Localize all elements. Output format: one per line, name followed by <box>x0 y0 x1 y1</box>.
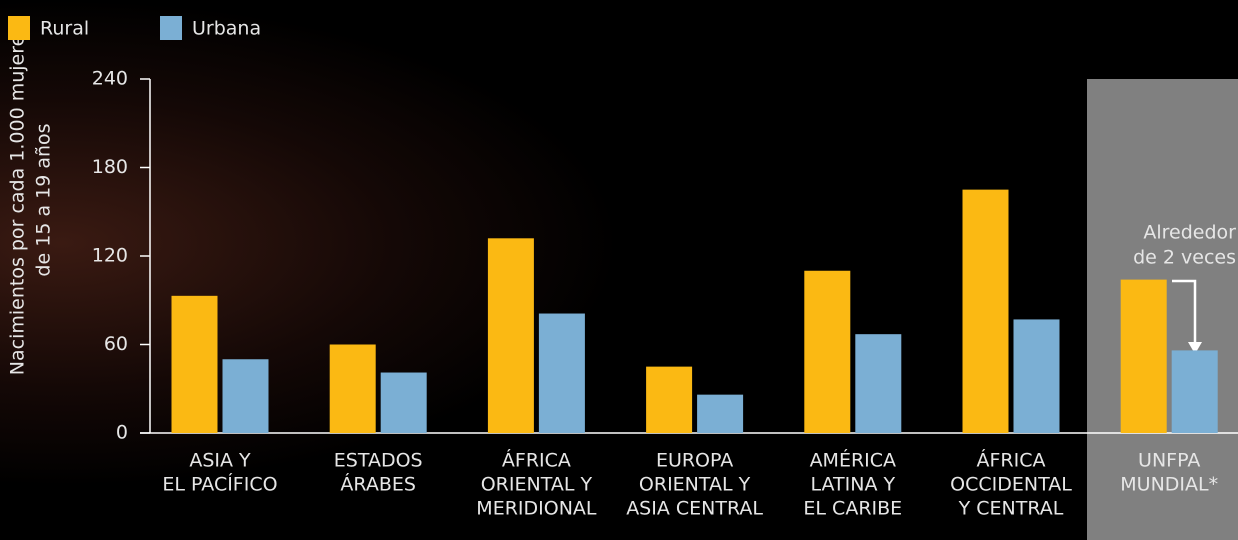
bar <box>487 238 534 433</box>
bar <box>538 313 585 433</box>
legend-label: Urbana <box>192 18 261 40</box>
x-tick-label: MUNDIAL* <box>1120 474 1218 496</box>
y-tick-label: 60 <box>104 333 128 355</box>
x-tick-label: Y CENTRAL <box>958 498 1064 520</box>
bar <box>697 394 744 433</box>
annotation-arrowhead <box>1188 342 1202 354</box>
x-tick-label: EL PACÍFICO <box>162 473 277 496</box>
y-tick-label: 180 <box>92 156 128 178</box>
bar <box>646 366 693 433</box>
x-tick-label: ÁFRICA <box>977 449 1046 472</box>
bar <box>855 334 902 433</box>
x-tick-label: EUROPA <box>656 450 733 472</box>
y-tick-label: 120 <box>92 245 128 267</box>
bar <box>380 372 427 433</box>
bar <box>1013 319 1060 433</box>
bar <box>1120 279 1167 433</box>
y-tick-label: 240 <box>92 68 128 90</box>
legend-label: Rural <box>40 18 89 40</box>
x-tick-label: EL CARIBE <box>803 498 902 520</box>
x-tick-label: UNFPA <box>1138 450 1200 472</box>
bar <box>222 359 269 433</box>
x-tick-label: ESTADOS <box>334 450 423 472</box>
x-tick-label: OCCIDENTAL <box>950 474 1072 496</box>
y-axis-label: de 15 a 19 años <box>33 123 55 276</box>
x-tick-label: ASIA Y <box>189 450 251 472</box>
bar <box>1171 350 1218 433</box>
bar <box>962 189 1009 433</box>
annotation: de 2 veces <box>1133 247 1236 269</box>
x-tick-label: ASIA CENTRAL <box>626 498 763 520</box>
x-tick-label: ORIENTAL Y <box>481 474 593 496</box>
annotation: Alrededor <box>1143 222 1236 244</box>
bar <box>329 344 376 433</box>
legend-swatch <box>8 16 30 40</box>
x-tick-label: ÁFRICA <box>502 449 571 472</box>
x-tick-label: ORIENTAL Y <box>639 474 751 496</box>
x-tick-label: MERIDIONAL <box>476 498 597 520</box>
y-tick-label: 0 <box>116 422 128 444</box>
x-tick-label: LATINA Y <box>810 474 895 496</box>
bar <box>804 270 851 433</box>
x-tick-label: AMÉRICA <box>810 449 896 472</box>
annotation-arrow <box>1172 279 1197 345</box>
legend-swatch <box>160 16 182 40</box>
x-tick-label: ÁRABES <box>340 473 416 496</box>
bar <box>171 295 218 433</box>
y-axis-label: Nacimientos por cada 1.000 mujeres <box>7 25 29 375</box>
